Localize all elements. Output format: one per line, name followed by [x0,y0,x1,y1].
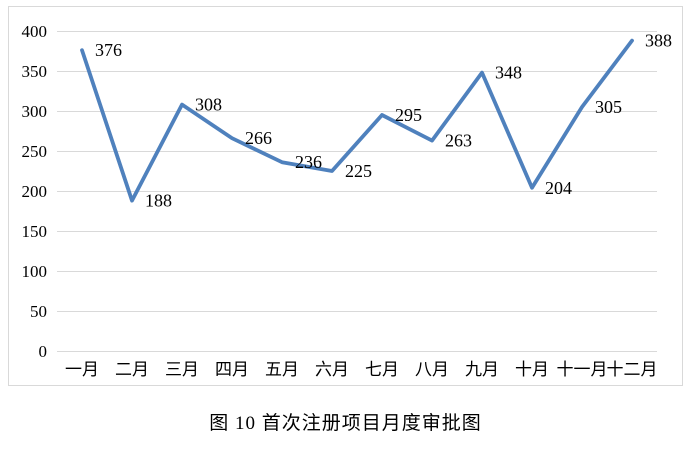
x-axis-label: 九月 [465,360,499,379]
x-axis-label: 一月 [65,360,99,379]
x-axis-label: 三月 [165,360,199,379]
data-point-label: 225 [345,161,372,181]
y-axis-tick-label: 300 [22,102,48,121]
y-axis-tick-label: 400 [22,22,48,41]
data-point-label: 236 [295,152,322,172]
y-axis-tick-label: 100 [22,262,48,281]
data-point-label: 295 [395,105,422,125]
x-axis-label: 七月 [365,360,399,379]
data-point-label: 188 [145,191,172,211]
x-axis-label: 十月 [515,360,549,379]
chart-caption: 图 10 首次注册项目月度审批图 [209,413,482,434]
y-axis-tick-label: 0 [39,342,48,361]
x-axis-label: 十一月 [557,360,608,379]
x-axis-label: 二月 [115,360,149,379]
x-axis-label: 五月 [265,360,299,379]
x-axis-label: 八月 [415,360,449,379]
x-axis-label: 十二月 [607,360,658,379]
data-point-label: 348 [495,63,522,83]
data-point-label: 266 [245,128,272,148]
y-axis-tick-label: 200 [22,182,48,201]
y-axis-tick-label: 250 [22,142,48,161]
data-point-label: 204 [545,178,572,198]
data-point-label: 305 [595,97,622,117]
x-axis-label: 四月 [215,360,249,379]
x-axis-label: 六月 [315,360,349,379]
y-axis-tick-label: 50 [30,302,47,321]
data-point-label: 263 [445,131,472,151]
chart-frame [8,6,683,386]
data-point-label: 376 [95,40,122,60]
y-axis-tick-label: 350 [22,62,48,81]
data-point-label: 308 [195,95,222,115]
data-series-line [80,38,634,203]
y-axis-tick-label: 150 [22,222,48,241]
data-point-label: 388 [645,31,672,51]
